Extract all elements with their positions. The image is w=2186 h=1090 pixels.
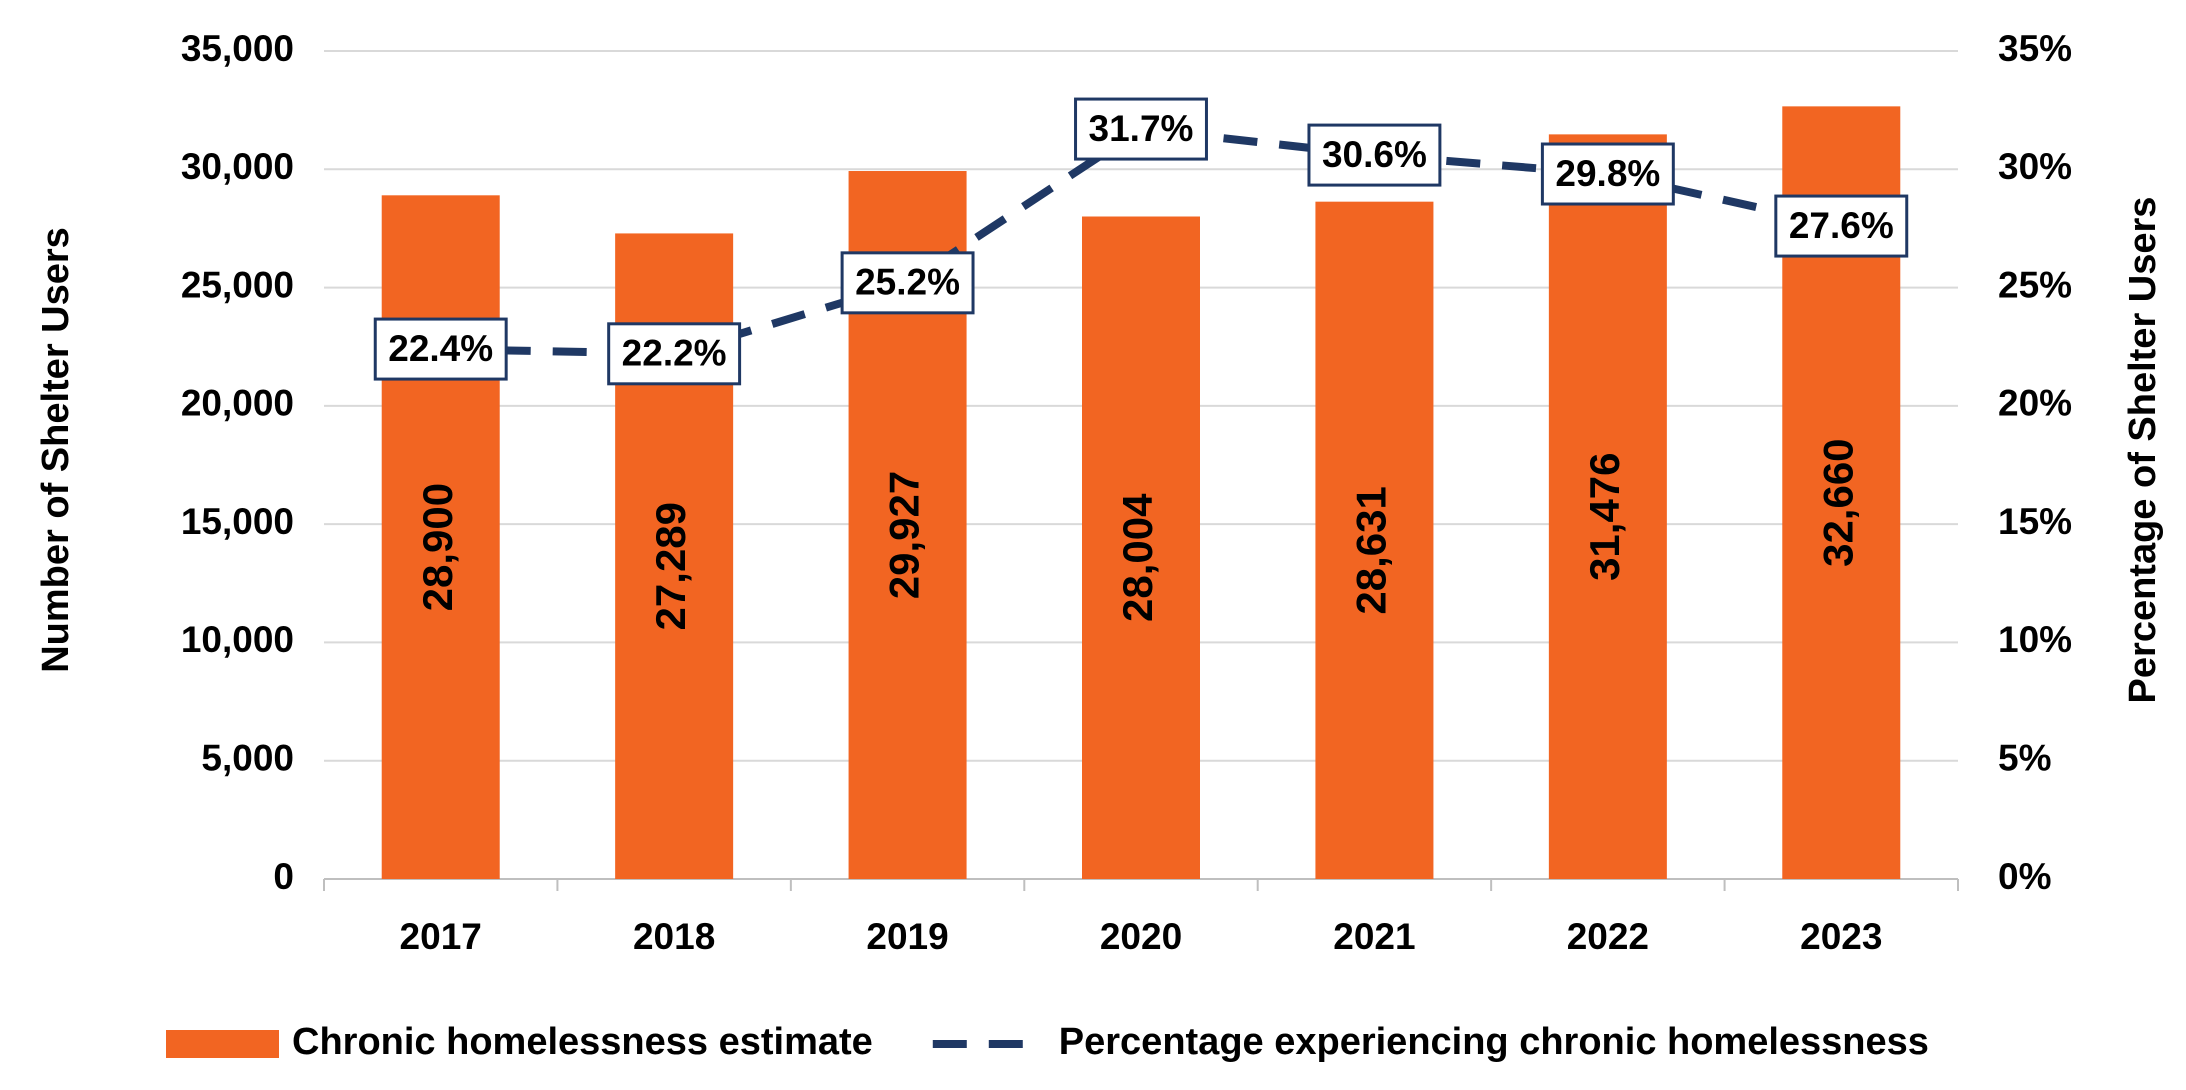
y2-tick-label: 30% bbox=[1998, 146, 2072, 187]
label-box bbox=[1774, 194, 1909, 258]
bar-value-label: 28,004 bbox=[1114, 493, 1161, 622]
label-box bbox=[607, 322, 742, 386]
line-value-label: 22.2% bbox=[607, 322, 742, 386]
y-axis-title: Number of Shelter Users bbox=[35, 227, 77, 673]
bar bbox=[1082, 216, 1200, 879]
bar-value-label: 32,660 bbox=[1814, 438, 1861, 566]
y2-tick-label: 5% bbox=[1998, 737, 2051, 778]
label-box bbox=[373, 317, 508, 381]
label-box bbox=[1074, 97, 1208, 161]
line-value-text: 22.2% bbox=[622, 333, 727, 374]
label-box bbox=[1540, 142, 1675, 206]
bar-value-label: 28,900 bbox=[414, 483, 461, 611]
label-box bbox=[1307, 123, 1442, 187]
y-tick-label: 35,000 bbox=[181, 28, 294, 69]
y2-tick-label: 0% bbox=[1998, 856, 2051, 897]
line-value-text: 22.4% bbox=[388, 328, 493, 369]
y2-tick-label: 10% bbox=[1998, 619, 2072, 660]
bar-value-label: 31,476 bbox=[1581, 452, 1628, 580]
line-value-text: 30.6% bbox=[1322, 134, 1427, 175]
y2-tick-label: 35% bbox=[1998, 28, 2072, 69]
x-tick-label: 2022 bbox=[1567, 916, 1649, 957]
y-tick-label: 10,000 bbox=[181, 619, 294, 660]
label-box bbox=[840, 251, 975, 315]
line-value-text: 29.8% bbox=[1555, 153, 1660, 194]
legend-swatch bbox=[166, 1030, 279, 1058]
line-value-label: 29.8% bbox=[1540, 142, 1675, 206]
y-tick-label: 15,000 bbox=[181, 501, 294, 542]
x-tick-label: 2020 bbox=[1100, 916, 1182, 957]
legend-label: Chronic homelessness estimate bbox=[292, 1021, 873, 1063]
line-value-text: 31.7% bbox=[1089, 108, 1194, 149]
line-value-text: 25.2% bbox=[855, 262, 960, 303]
line-value-label: 30.6% bbox=[1307, 123, 1442, 187]
bar bbox=[1548, 134, 1667, 879]
x-tick-label: 2019 bbox=[866, 916, 948, 957]
y-tick-label: 5,000 bbox=[201, 737, 294, 778]
y2-tick-label: 15% bbox=[1998, 501, 2072, 542]
line-value-label: 25.2% bbox=[840, 251, 975, 315]
x-tick-label: 2017 bbox=[400, 916, 482, 957]
line-value-label: 31.7% bbox=[1074, 97, 1208, 161]
y2-axis-title: Percentage of Shelter Users bbox=[2122, 197, 2164, 704]
y-tick-label: 30,000 bbox=[181, 146, 294, 187]
bar-value-label: 28,631 bbox=[1348, 486, 1395, 614]
bar-value-label: 27,289 bbox=[647, 502, 694, 630]
y-tick-label: 25,000 bbox=[181, 264, 294, 305]
x-tick-label: 2021 bbox=[1333, 916, 1415, 957]
bar bbox=[381, 195, 500, 879]
x-tick-label: 2023 bbox=[1800, 916, 1882, 957]
line-value-label: 22.4% bbox=[373, 317, 508, 381]
y-tick-label: 0 bbox=[273, 856, 294, 897]
x-tick-label: 2018 bbox=[633, 916, 715, 957]
legend-label: Percentage experiencing chronic homeless… bbox=[1059, 1021, 1929, 1063]
bar-value-label: 29,927 bbox=[881, 471, 928, 599]
y-tick-label: 20,000 bbox=[181, 383, 294, 424]
y2-tick-label: 20% bbox=[1998, 383, 2072, 424]
line-value-label: 27.6% bbox=[1774, 194, 1909, 258]
bar bbox=[1315, 201, 1434, 879]
line-value-text: 27.6% bbox=[1789, 205, 1894, 246]
y2-tick-label: 25% bbox=[1998, 264, 2072, 305]
